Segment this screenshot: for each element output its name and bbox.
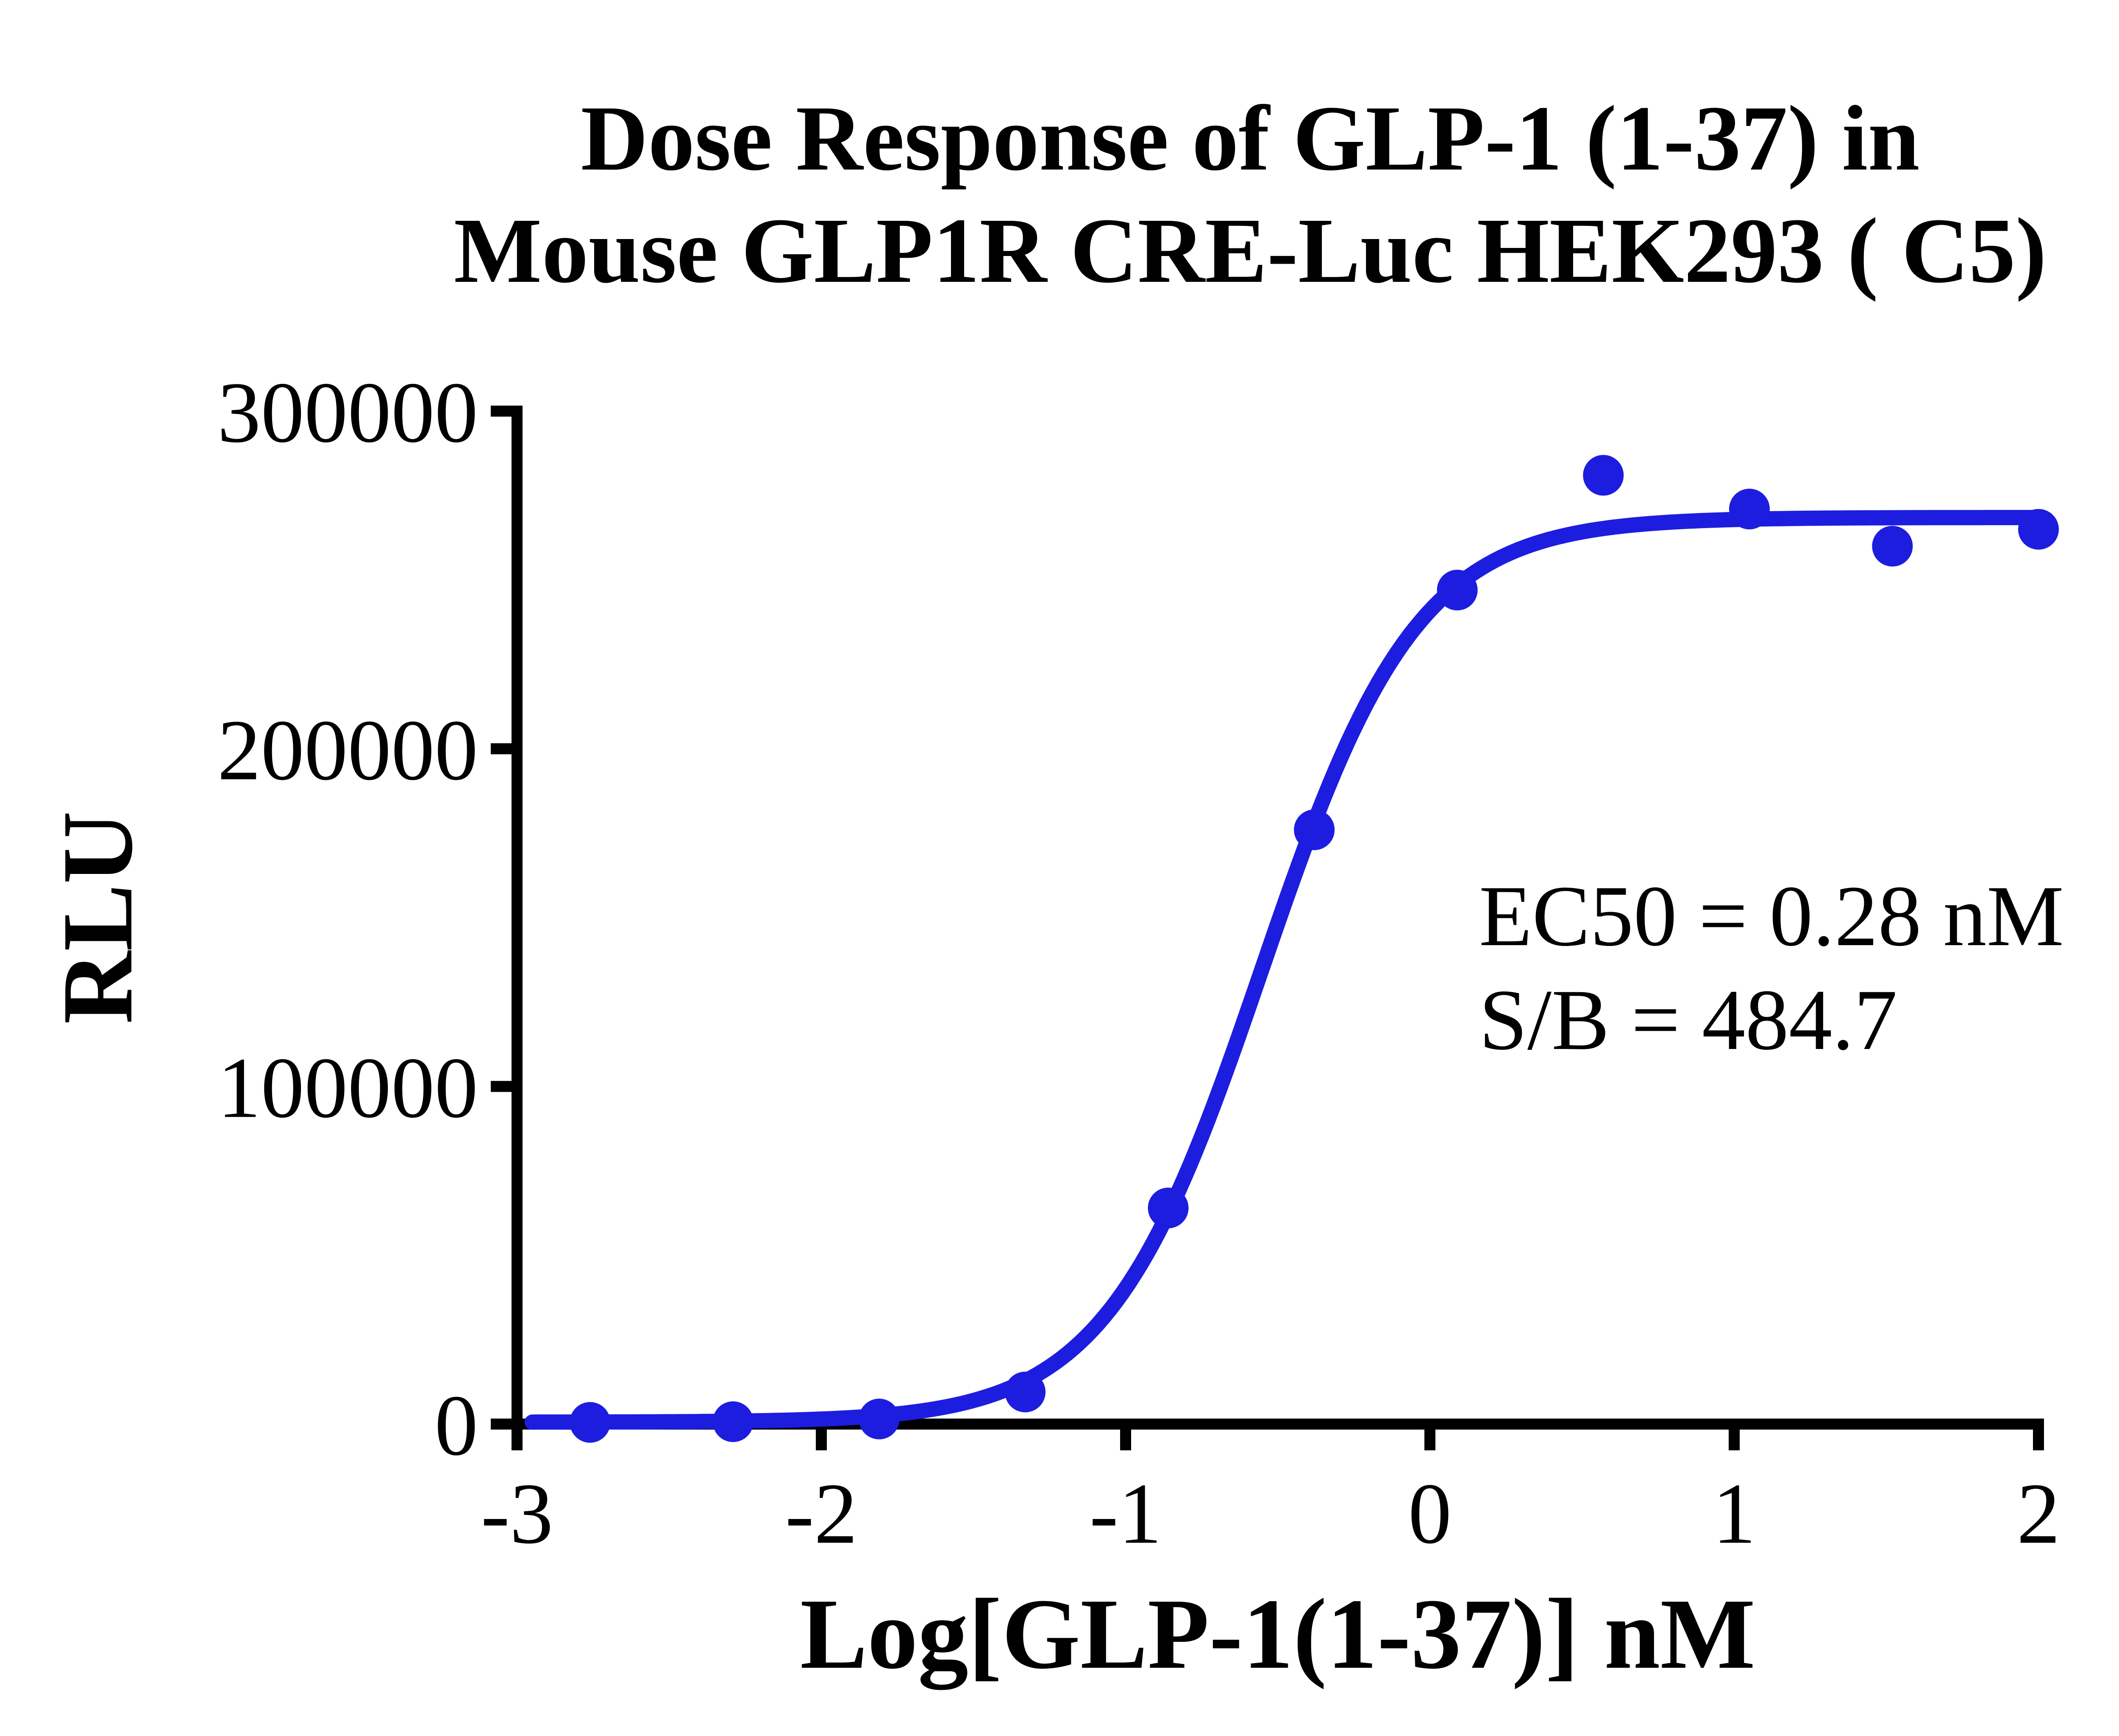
tick-marks	[491, 406, 2044, 1450]
data-point	[1437, 570, 1478, 611]
x-tick-label: 0	[1408, 1466, 1452, 1562]
data-point	[1005, 1372, 1046, 1413]
x-tick-label: -1	[1090, 1466, 1162, 1562]
chart-title-line1: Dose Response of GLP-1 (1-37) in	[581, 86, 1919, 190]
data-point	[1294, 809, 1335, 850]
ec50-annotation: EC50 = 0.28 nM	[1479, 868, 2064, 964]
data-point	[712, 1401, 754, 1442]
data-point	[2018, 509, 2059, 550]
y-tick-label: 300000	[217, 364, 478, 461]
y-axis-title: RLU	[42, 811, 153, 1024]
y-tick-label: 200000	[217, 702, 478, 798]
data-point	[1148, 1188, 1189, 1229]
x-tick-label: 2	[2017, 1466, 2061, 1562]
x-tick-label: -2	[785, 1466, 858, 1562]
data-point	[1729, 489, 1770, 530]
y-tick-label: 100000	[217, 1040, 478, 1136]
data-point	[1583, 455, 1624, 496]
data-point	[859, 1399, 900, 1440]
data-point	[570, 1402, 611, 1443]
x-tick-label: -3	[481, 1466, 553, 1562]
fit-curve	[524, 510, 2043, 1430]
x-axis-title: Log[GLP-1(1-37)] nM	[800, 1578, 1755, 1690]
data-point	[1872, 526, 1913, 567]
chart-title-line2: Mouse GLP1R CRE-Luc HEK293 ( C5)	[454, 199, 2047, 302]
fit-curve-layer	[524, 510, 2043, 1430]
y-tick-label: 0	[435, 1377, 478, 1474]
x-tick-label: 1	[1713, 1466, 1756, 1562]
tick-labels: -3 -2 -1 0 1 2 0 100000 200000 300000	[217, 364, 2060, 1562]
data-points-layer	[570, 455, 2059, 1443]
sb-annotation: S/B = 484.7	[1479, 972, 1897, 1068]
